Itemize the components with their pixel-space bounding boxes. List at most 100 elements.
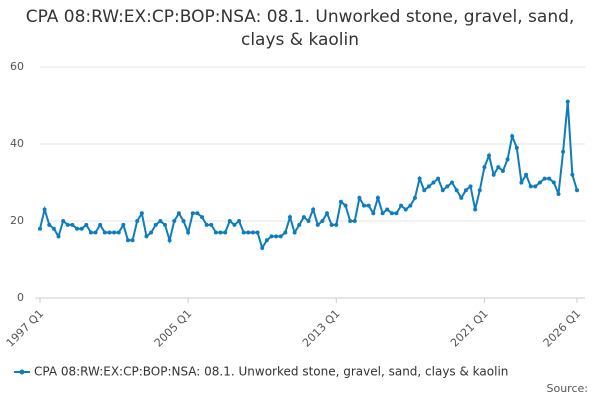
data-point (325, 211, 330, 216)
data-point (232, 222, 237, 227)
data-point (98, 222, 103, 227)
data-point (79, 226, 84, 231)
data-point (112, 230, 117, 235)
data-point (524, 172, 529, 177)
data-point (269, 234, 274, 239)
data-point (246, 230, 251, 235)
data-point (426, 184, 431, 189)
data-point (75, 226, 80, 231)
data-point (519, 180, 524, 185)
data-point (422, 188, 427, 193)
data-point (510, 134, 515, 139)
data-point (482, 165, 487, 170)
data-point (399, 203, 404, 208)
data-point (533, 184, 538, 189)
data-point (551, 180, 556, 185)
data-point (306, 219, 311, 223)
data-point (176, 211, 181, 216)
series-line (39, 101, 578, 251)
data-point (102, 230, 107, 235)
data-point (375, 195, 380, 200)
data-point (209, 222, 214, 227)
y-tick-label: 60 (10, 60, 24, 73)
data-point (496, 165, 501, 170)
data-point (505, 157, 510, 162)
data-point (403, 207, 408, 212)
data-point (278, 234, 283, 239)
data-point (338, 199, 343, 204)
data-point (468, 184, 473, 189)
data-point (287, 215, 292, 220)
data-point (93, 230, 98, 235)
data-point (181, 219, 186, 223)
data-point (162, 222, 167, 227)
data-point (121, 222, 126, 227)
data-point (241, 230, 246, 235)
data-point (575, 188, 579, 193)
data-point (463, 188, 468, 193)
data-point (125, 238, 130, 243)
data-point (274, 234, 279, 239)
data-point (352, 219, 357, 223)
data-point (38, 226, 42, 231)
data-point (320, 219, 325, 223)
data-point (343, 203, 348, 208)
data-point (153, 222, 158, 227)
data-point (542, 176, 547, 181)
data-point (436, 176, 441, 181)
data-point (149, 230, 154, 235)
data-point (264, 238, 269, 243)
data-point (56, 234, 61, 239)
data-point (389, 211, 394, 216)
data-point (329, 222, 334, 227)
data-point (88, 230, 93, 235)
data-point (459, 195, 464, 200)
data-point (371, 211, 376, 216)
data-point (473, 207, 478, 212)
data-point (186, 230, 191, 235)
data-point (70, 222, 75, 227)
data-point (204, 222, 209, 227)
data-point (158, 219, 163, 223)
data-point (42, 207, 47, 212)
data-point (491, 172, 496, 177)
data-point (454, 188, 459, 193)
x-tick-label: 2026 Q1 (541, 307, 584, 350)
data-point (107, 230, 112, 235)
data-point (130, 238, 135, 243)
data-point (283, 230, 288, 235)
data-point (357, 195, 362, 200)
data-point (223, 230, 228, 235)
chart-title: CPA 08:RW:EX:CP:BOP:NSA: 08.1. Unworked … (25, 7, 575, 50)
data-point (167, 238, 172, 243)
data-point (514, 145, 519, 150)
data-point (139, 211, 144, 216)
data-point (362, 203, 367, 208)
data-point (218, 230, 223, 235)
data-point (311, 207, 316, 212)
data-point (84, 222, 89, 227)
data-point (487, 153, 492, 158)
data-point (565, 99, 570, 104)
data-point (561, 149, 566, 154)
data-point (144, 234, 149, 239)
source: Source: (547, 382, 589, 395)
data-point (450, 180, 455, 185)
data-point (65, 222, 70, 227)
data-point (315, 222, 320, 227)
data-point (200, 215, 205, 220)
data-point (297, 222, 302, 227)
data-point (250, 230, 255, 235)
data-point (255, 230, 260, 235)
data-point (412, 195, 417, 200)
data-point (213, 230, 218, 235)
data-point (500, 168, 505, 173)
data-point (537, 180, 542, 185)
data-point (570, 172, 575, 177)
data-point (477, 188, 482, 193)
data-point (348, 219, 353, 223)
data-point (172, 219, 177, 223)
data-point (135, 219, 140, 223)
data-point (394, 211, 399, 216)
